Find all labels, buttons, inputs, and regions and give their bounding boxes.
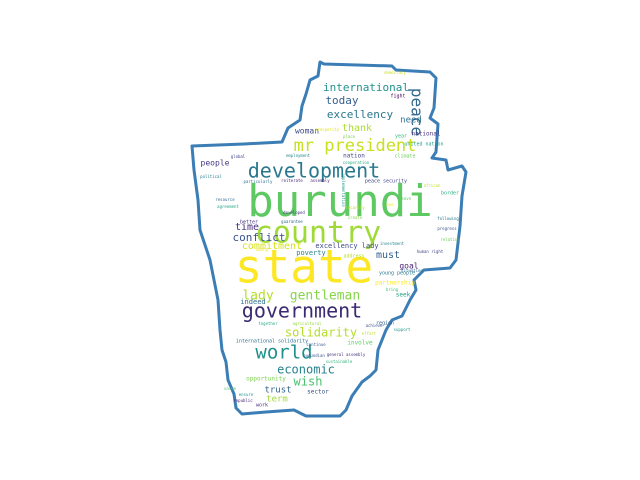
burundi-map-outline bbox=[190, 60, 468, 418]
cloud-word: people bbox=[201, 159, 230, 168]
cloud-word: general assembly bbox=[327, 352, 366, 357]
cloud-word: woman bbox=[295, 127, 319, 136]
cloud-word: continue bbox=[306, 342, 326, 347]
cloud-word: goal bbox=[399, 262, 418, 271]
cloud-word: reiterate bbox=[281, 178, 303, 183]
cloud-word: lady bbox=[242, 289, 273, 304]
cloud-word: resource bbox=[215, 197, 235, 202]
cloud-word: situation bbox=[401, 268, 423, 273]
cloud-word: excellency lady bbox=[315, 242, 378, 250]
cloud-word: need bbox=[400, 116, 422, 126]
cloud-word: one bbox=[386, 202, 394, 207]
cloud-word: poverty bbox=[296, 249, 326, 257]
cloud-word: wish bbox=[294, 375, 323, 389]
cloud-word: human right bbox=[417, 249, 444, 254]
cloud-word: today bbox=[325, 94, 358, 107]
cloud-word: nation bbox=[343, 153, 365, 160]
cloud-word: place bbox=[343, 134, 356, 139]
cloud-word: development bbox=[248, 159, 380, 183]
cloud-word: security bbox=[345, 205, 365, 210]
cloud-word: burundian bbox=[303, 353, 325, 358]
cloud-word: african bbox=[424, 183, 441, 188]
cloud-word: term bbox=[266, 395, 288, 405]
cloud-word: young people bbox=[379, 271, 415, 277]
cloud-word: employment bbox=[286, 153, 311, 158]
cloud-word: partnership bbox=[375, 280, 415, 287]
cloud-word: economic bbox=[277, 363, 335, 377]
cloud-word: national bbox=[412, 131, 441, 138]
cloud-word: republic bbox=[233, 398, 253, 403]
cloud-word: conflict bbox=[233, 231, 286, 244]
cloud-word: country bbox=[255, 216, 381, 251]
cloud-word: prosperity bbox=[315, 127, 340, 132]
cloud-word: seek bbox=[396, 292, 411, 299]
cloud-word: mr president bbox=[294, 136, 417, 156]
cloud-word: opportunity bbox=[246, 376, 286, 383]
cloud-word: guarantee bbox=[281, 219, 303, 224]
cloud-word: investment bbox=[380, 241, 405, 246]
cloud-word: together bbox=[258, 321, 278, 326]
cloud-word: solidarity bbox=[285, 326, 357, 340]
cloud-word: relation bbox=[440, 237, 460, 242]
cloud-word: create bbox=[348, 215, 363, 220]
cloud-word: gentleman bbox=[290, 289, 360, 304]
cloud-word: burundi bbox=[247, 176, 432, 227]
cloud-word: region bbox=[376, 321, 394, 327]
cloud-word: global bbox=[231, 154, 246, 159]
cloud-word: among bbox=[256, 247, 269, 252]
cloud-word: fight bbox=[390, 94, 405, 100]
cloud-word: developed bbox=[283, 210, 305, 215]
cloud-word: government bbox=[242, 299, 362, 323]
cloud-word: thank bbox=[342, 123, 372, 134]
cloud-word: sector bbox=[307, 389, 329, 396]
cloud-word: involve bbox=[347, 340, 373, 347]
cloud-word: address bbox=[343, 254, 364, 260]
cloud-word: progress bbox=[437, 226, 457, 231]
cloud-word: state bbox=[235, 240, 373, 294]
cloud-word: time bbox=[235, 222, 259, 233]
cloud-word: assembly bbox=[310, 178, 330, 183]
cloud-word: commitment bbox=[242, 241, 302, 252]
cloud-word: work bbox=[256, 403, 268, 409]
cloud-word: international solidarity bbox=[236, 339, 308, 345]
cloud-word: implementation bbox=[341, 173, 346, 207]
cloud-word: bring bbox=[386, 287, 399, 292]
cloud-word: democracy bbox=[384, 70, 406, 75]
cloud-word: support bbox=[394, 327, 411, 332]
cloud-word: world bbox=[255, 342, 312, 364]
cloud-word: peace bbox=[408, 88, 427, 136]
cloud-word: indeed bbox=[240, 298, 265, 306]
cloud-word: excellency bbox=[327, 108, 394, 121]
cloud-word: international bbox=[323, 81, 409, 94]
cloud-word: value bbox=[224, 386, 237, 391]
cloud-word: sustainable bbox=[326, 359, 353, 364]
cloud-word: ensure bbox=[239, 392, 254, 397]
cloud-word: united nation bbox=[404, 142, 443, 148]
cloud-word: agreement bbox=[217, 204, 239, 209]
cloud-word: particularly bbox=[244, 179, 273, 184]
cloud-word: peace security bbox=[365, 179, 407, 185]
cloud-word: climate bbox=[394, 154, 415, 160]
cloud-word: cooperation bbox=[343, 160, 370, 165]
cloud-word: agricultural bbox=[293, 321, 322, 326]
cloud-word: trust bbox=[264, 386, 291, 396]
cloud-word: border bbox=[441, 191, 459, 197]
cloud-word: effort bbox=[362, 331, 377, 336]
cloud-word: political bbox=[200, 174, 222, 179]
cloud-word: leave bbox=[399, 196, 412, 201]
cloud-word: must bbox=[376, 250, 400, 261]
cloud-word: better bbox=[240, 220, 258, 226]
cloud-word: achieve bbox=[366, 323, 383, 328]
cloud-word: year bbox=[395, 134, 407, 140]
cloud-word: following bbox=[437, 216, 459, 221]
